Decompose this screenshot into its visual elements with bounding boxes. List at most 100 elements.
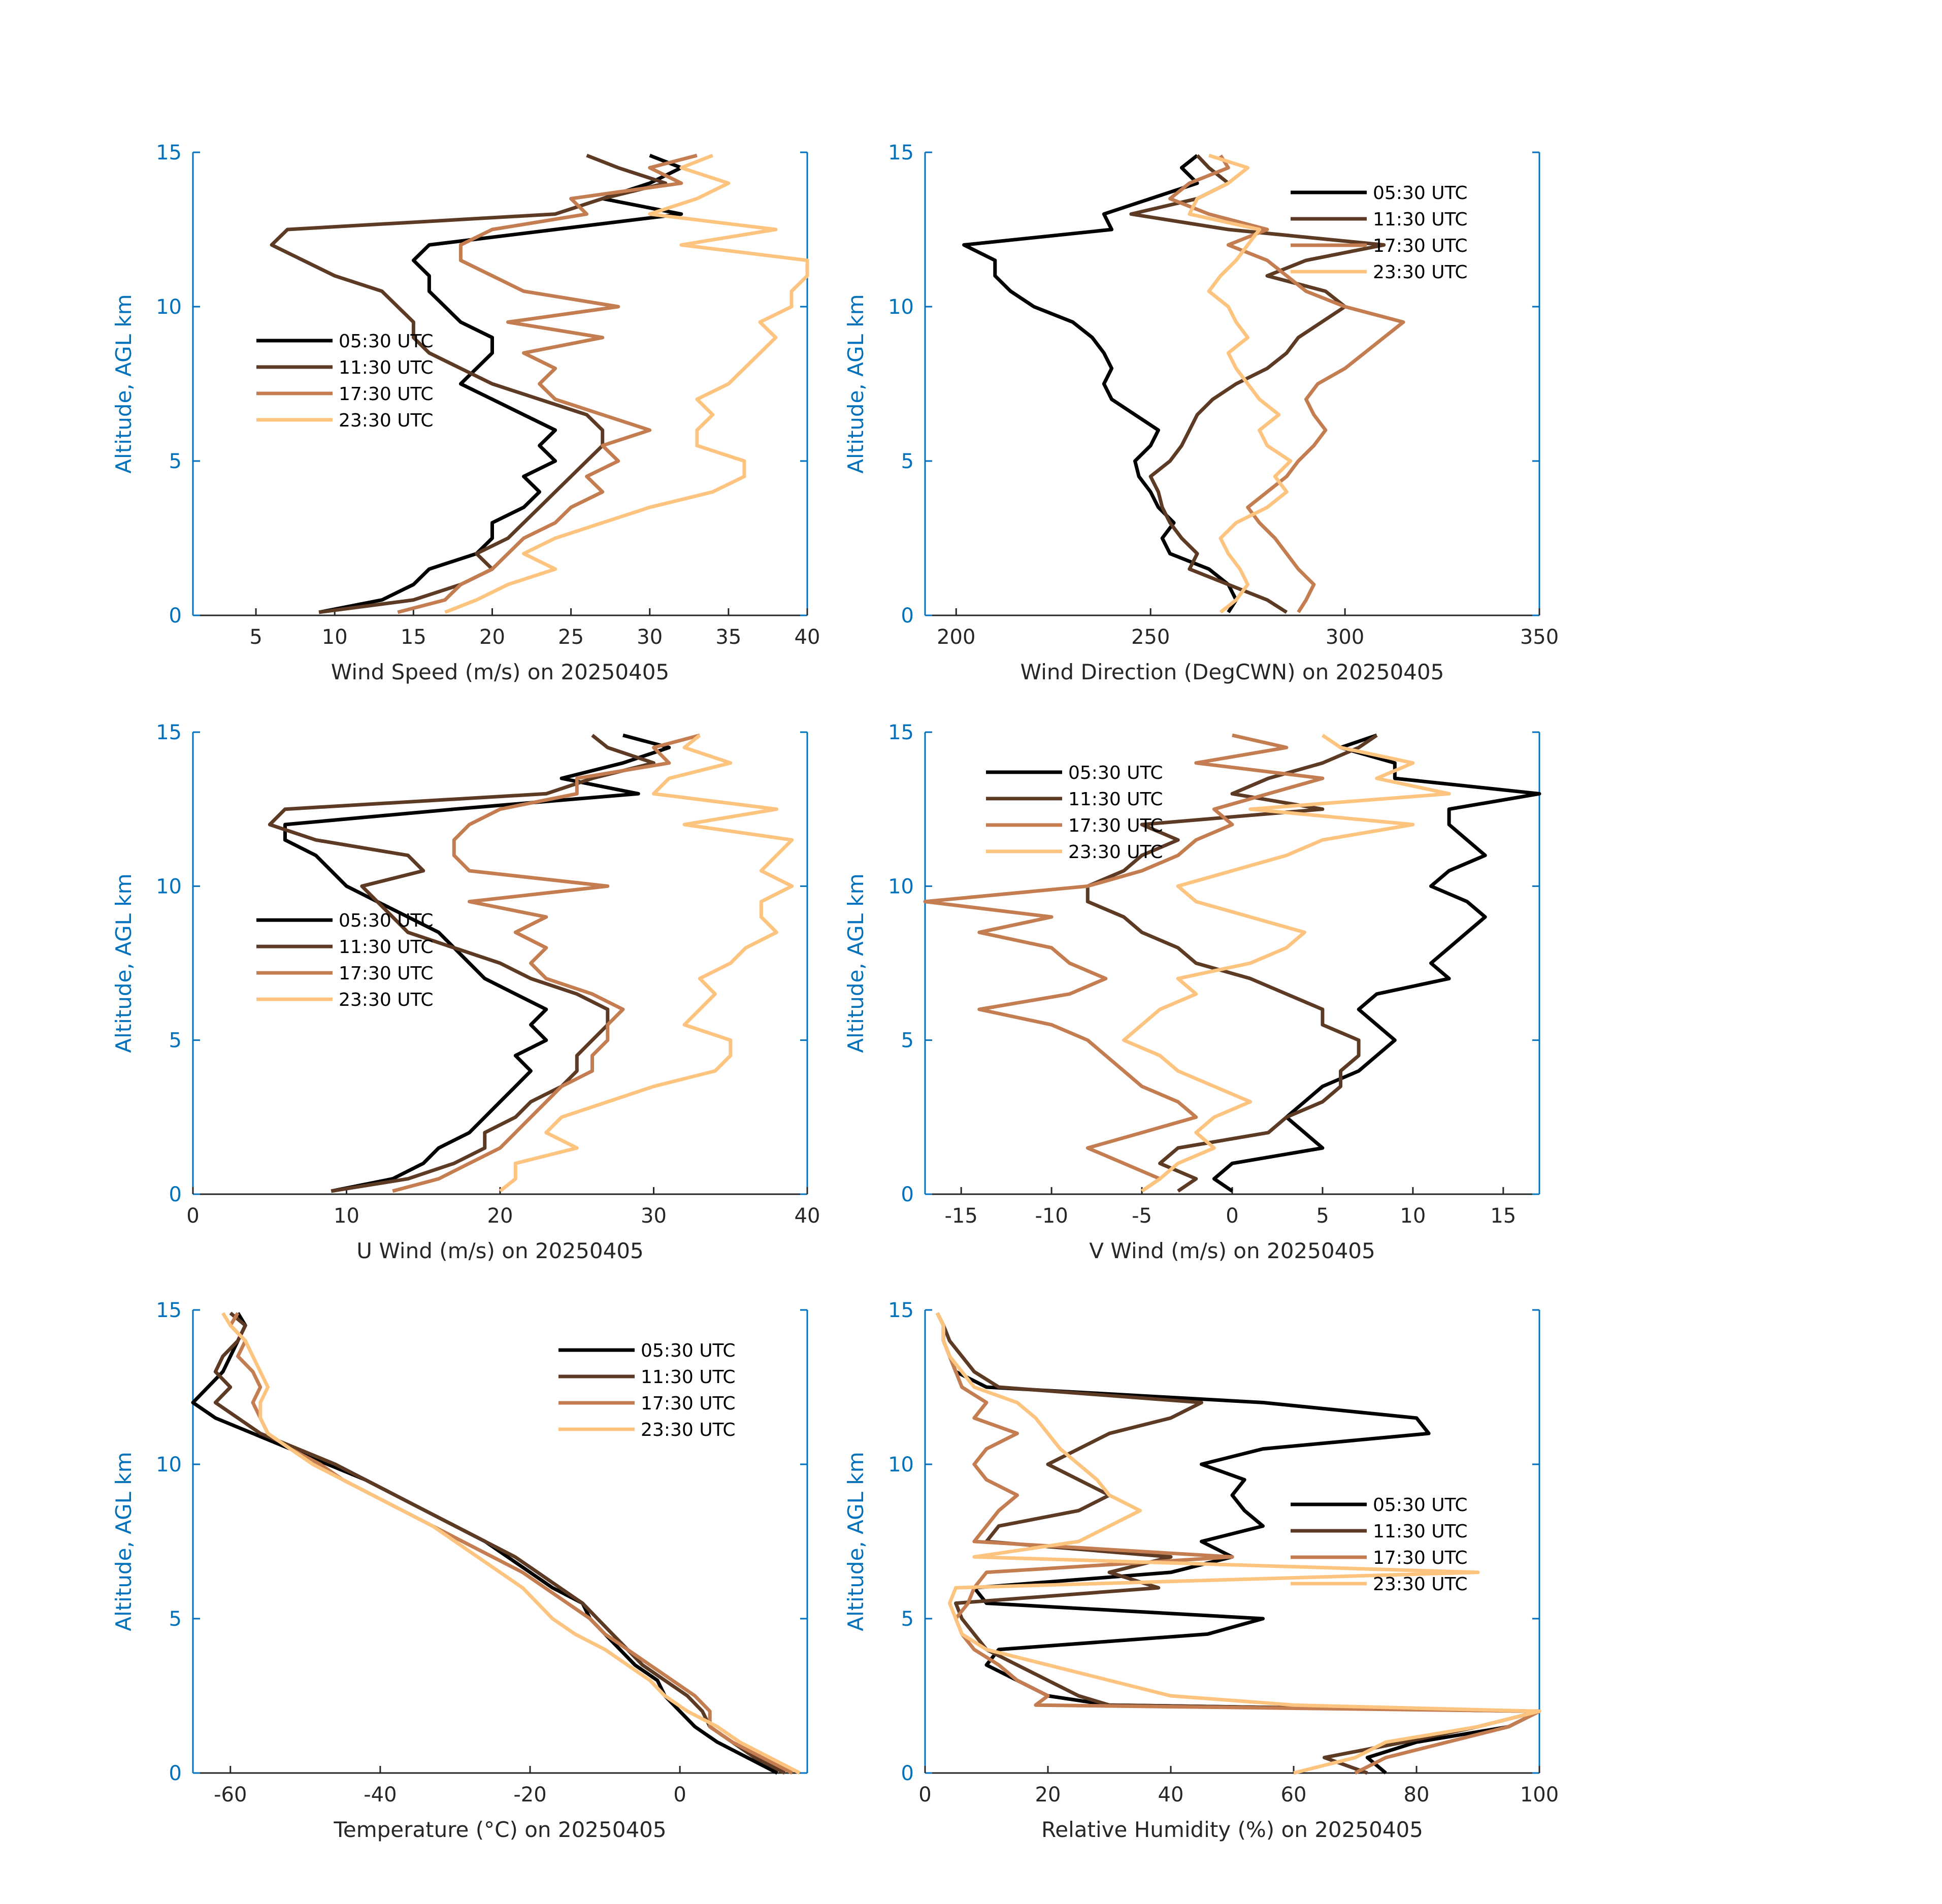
series-line-0530 <box>962 154 1238 613</box>
y-tick-label: 0 <box>169 604 182 628</box>
x-tick-label: 0 <box>918 1783 931 1807</box>
y-axis-label: Altitude, AGL km <box>843 873 868 1053</box>
x-tick-label: 40 <box>795 1204 820 1228</box>
y-tick-label: 15 <box>156 721 182 744</box>
legend: 05:30 UTC 11:30 UTC 17:30 UTC 23:30 UTC <box>256 331 434 431</box>
legend-label: 23:30 UTC <box>1068 842 1163 863</box>
series-line-1730 <box>397 153 698 614</box>
x-tick-label: -10 <box>1035 1204 1068 1228</box>
x-tick-label: -40 <box>364 1783 397 1807</box>
y-tick-label: 15 <box>888 1299 914 1322</box>
y-axis-label: Altitude, AGL km <box>111 1452 136 1631</box>
y-tick-label: 5 <box>169 450 182 473</box>
legend: 05:30 UTC 11:30 UTC 17:30 UTC 23:30 UTC <box>1291 183 1468 283</box>
series-line-2330 <box>936 1312 1541 1775</box>
x-tick-label: -60 <box>214 1783 247 1807</box>
x-tick-label: 10 <box>322 626 348 649</box>
y-axis-label: Altitude, AGL km <box>843 1452 868 1631</box>
y-tick-label: 10 <box>156 1453 182 1476</box>
y-tick-label: 10 <box>888 875 914 898</box>
legend-label: 05:30 UTC <box>1373 183 1468 204</box>
y-axis-label: Altitude, AGL km <box>111 294 136 473</box>
y-tick-label: 5 <box>901 450 914 473</box>
chart-panel-5: 0 5 10 15 -60 -40 -20 0 Temperature (°C) on 2025… <box>111 1299 808 1842</box>
legend-label: 05:30 UTC <box>641 1340 736 1361</box>
y-tick-label: 5 <box>901 1607 914 1631</box>
y-tick-label: 0 <box>901 604 914 628</box>
chart-panel-2: 0 5 10 15 200 250 300 350 Wind Direction (DegCWN… <box>843 141 1559 684</box>
y-tick-label: 5 <box>901 1029 914 1053</box>
legend-label: 05:30 UTC <box>1068 763 1163 783</box>
legend-label: 11:30 UTC <box>339 937 434 958</box>
x-tick-label: 20 <box>1035 1783 1061 1807</box>
x-tick-label: 300 <box>1326 626 1364 649</box>
x-tick-label: 20 <box>479 626 505 649</box>
legend-label: 23:30 UTC <box>339 410 434 431</box>
y-axis-label: Altitude, AGL km <box>843 294 868 473</box>
legend: 05:30 UTC 11:30 UTC 17:30 UTC 23:30 UTC <box>986 763 1163 863</box>
x-axis-label: Wind Speed (m/s) on 20250405 <box>331 660 669 684</box>
x-tick-label: -5 <box>1132 1204 1152 1228</box>
series-line-2330 <box>1122 734 1451 1193</box>
x-tick-label: 10 <box>1400 1204 1426 1228</box>
x-tick-label: 100 <box>1520 1783 1559 1807</box>
series-line-1730 <box>392 733 701 1193</box>
legend-label: 05:30 UTC <box>339 910 434 931</box>
x-tick-label: -20 <box>513 1783 546 1807</box>
x-tick-label: 5 <box>249 626 262 649</box>
chart-panel-1: 0 5 10 15 5 10 15 20 25 30 35 40 Wind Speed (m/s) on… <box>111 141 820 684</box>
legend-label: 17:30 UTC <box>339 384 434 405</box>
x-tick-label: 20 <box>487 1204 513 1228</box>
legend-label: 23:30 UTC <box>641 1420 736 1440</box>
legend-label: 11:30 UTC <box>1373 209 1468 230</box>
legend-label: 05:30 UTC <box>1373 1495 1468 1516</box>
series-line-1730 <box>228 1312 794 1775</box>
y-tick-label: 0 <box>901 1183 914 1206</box>
series-line-2330 <box>1188 153 1293 614</box>
y-tick-label: 15 <box>888 721 914 744</box>
legend-label: 17:30 UTC <box>1373 236 1468 256</box>
x-tick-label: 30 <box>637 626 663 649</box>
legend-label: 23:30 UTC <box>339 990 434 1010</box>
series-line-2330 <box>444 153 809 614</box>
series-line-1130 <box>270 153 668 614</box>
y-tick-label: 5 <box>169 1607 182 1631</box>
y-tick-label: 10 <box>888 296 914 319</box>
x-tick-label: 5 <box>1316 1204 1329 1228</box>
y-tick-label: 0 <box>169 1183 182 1206</box>
series-line-1130 <box>1085 734 1378 1193</box>
x-tick-label: 200 <box>937 626 975 649</box>
series-line-1730 <box>936 1312 1541 1775</box>
y-tick-label: 10 <box>888 1453 914 1476</box>
legend-label: 11:30 UTC <box>641 1367 736 1388</box>
chart-panel-3: 0 5 10 15 0 10 20 30 40 U Wind (m/s) on 20250405 A… <box>111 721 820 1263</box>
x-tick-label: 15 <box>401 626 426 649</box>
legend-label: 23:30 UTC <box>1373 1574 1468 1595</box>
y-axis-label: Altitude, AGL km <box>111 873 136 1053</box>
x-axis-label: Wind Direction (DegCWN) on 20250405 <box>1021 660 1444 684</box>
legend-label: 17:30 UTC <box>641 1393 736 1414</box>
y-tick-label: 15 <box>888 141 914 165</box>
x-tick-label: 60 <box>1281 1783 1307 1807</box>
legend-label: 11:30 UTC <box>1373 1521 1468 1542</box>
x-tick-label: 10 <box>334 1204 359 1228</box>
y-tick-label: 10 <box>156 296 182 319</box>
x-axis-label: Temperature (°C) on 20250405 <box>333 1817 666 1842</box>
x-tick-label: 0 <box>1226 1204 1238 1228</box>
x-tick-label: 40 <box>795 626 820 649</box>
y-tick-label: 15 <box>156 1299 182 1322</box>
x-tick-label: 250 <box>1131 626 1170 649</box>
x-tick-label: 35 <box>715 626 741 649</box>
chart-panel-6: 0 5 10 15 0 20 40 60 80 100 Relative Humidity (%) … <box>843 1299 1559 1842</box>
series-line-1130 <box>213 1311 786 1775</box>
x-tick-label: 350 <box>1520 626 1559 649</box>
x-tick-label: 30 <box>641 1204 667 1228</box>
chart-panel-4: 0 5 10 15 -15 -10 -5 0 5 10 15 V Wind (m/s) on 2025… <box>843 721 1541 1263</box>
x-axis-label: Relative Humidity (%) on 20250405 <box>1041 1817 1423 1842</box>
series-line-0530 <box>283 733 671 1193</box>
legend-label: 17:30 UTC <box>1373 1548 1468 1568</box>
legend: 05:30 UTC 11:30 UTC 17:30 UTC 23:30 UTC <box>256 910 434 1010</box>
series-line-1130 <box>268 734 655 1193</box>
y-tick-label: 10 <box>156 875 182 898</box>
